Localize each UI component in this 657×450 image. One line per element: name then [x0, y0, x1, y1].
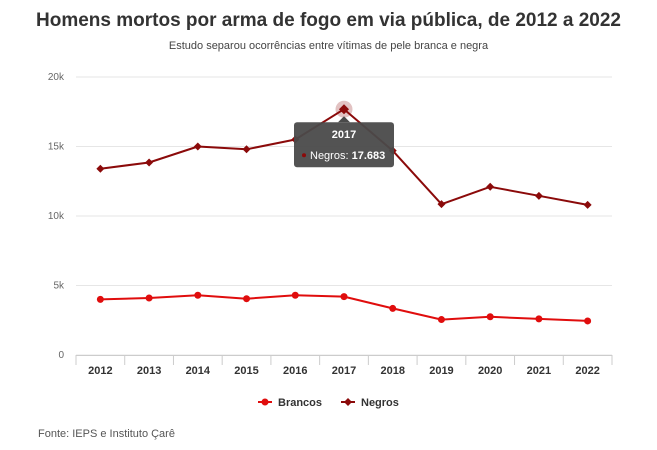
tooltip-value: 17.683 [352, 150, 386, 162]
data-point [437, 316, 445, 324]
data-point [193, 142, 202, 151]
data-point [194, 291, 202, 299]
tooltip-text: Negros: 17.683 [310, 150, 385, 162]
data-point [242, 145, 251, 154]
y-tick-label: 0 [58, 350, 64, 361]
x-tick-label: 2017 [332, 365, 356, 377]
legend-label: Brancos [278, 397, 322, 409]
data-point [340, 293, 348, 301]
y-tick-label: 10k [48, 211, 65, 222]
chart-subtitle: Estudo separou ocorrências entre vítimas… [168, 40, 489, 52]
tooltip-box [294, 122, 394, 168]
tooltip-series-dot [302, 153, 306, 158]
data-point [583, 200, 592, 209]
x-tick-label: 2021 [527, 365, 551, 377]
legend-label: Negros [361, 397, 399, 409]
data-point [534, 191, 543, 200]
data-point [291, 291, 299, 299]
source-note: Fonte: IEPS e Instituto Çarê [38, 428, 175, 440]
legend-item-negros[interactable]: Negros [341, 397, 399, 409]
y-tick-label: 20k [48, 72, 65, 83]
data-point [437, 200, 446, 209]
y-tick-label: 5k [53, 281, 65, 292]
x-tick-label: 2020 [478, 365, 502, 377]
legend-marker [261, 398, 269, 406]
data-point [486, 182, 495, 191]
data-point [145, 294, 153, 302]
legend-marker [344, 398, 352, 406]
x-tick-label: 2018 [380, 365, 404, 377]
x-tick-label: 2015 [234, 365, 258, 377]
data-point [243, 295, 251, 303]
x-tick-label: 2019 [429, 365, 453, 377]
tooltip-arrow [338, 116, 350, 123]
legend-item-brancos[interactable]: Brancos [258, 397, 322, 409]
x-tick-label: 2014 [186, 365, 211, 377]
x-tick-label: 2016 [283, 365, 307, 377]
tooltip-category: 2017 [332, 129, 356, 141]
series-brancos [96, 291, 592, 325]
y-tick-label: 15k [48, 142, 65, 153]
data-point [389, 304, 397, 312]
x-tick-label: 2013 [137, 365, 161, 377]
tooltip-series-name: Negros: [310, 150, 352, 162]
x-tick-label: 2012 [88, 365, 112, 377]
tooltip: 2017 Negros: 17.683 [294, 100, 394, 168]
data-point [584, 317, 592, 325]
data-point [535, 315, 543, 323]
chart-title: Homens mortos por arma de fogo em via pú… [36, 10, 621, 31]
data-point [486, 313, 494, 321]
x-tick-label: 2022 [575, 365, 599, 377]
data-point [145, 158, 154, 167]
x-axis: 2012 2013 2014 2015 2016 2017 2018 2019 2020 2021… [75, 355, 613, 377]
legend[interactable]: Brancos Negros [258, 397, 399, 409]
data-point [96, 295, 104, 303]
hover-point [339, 104, 349, 115]
data-point [96, 164, 105, 173]
